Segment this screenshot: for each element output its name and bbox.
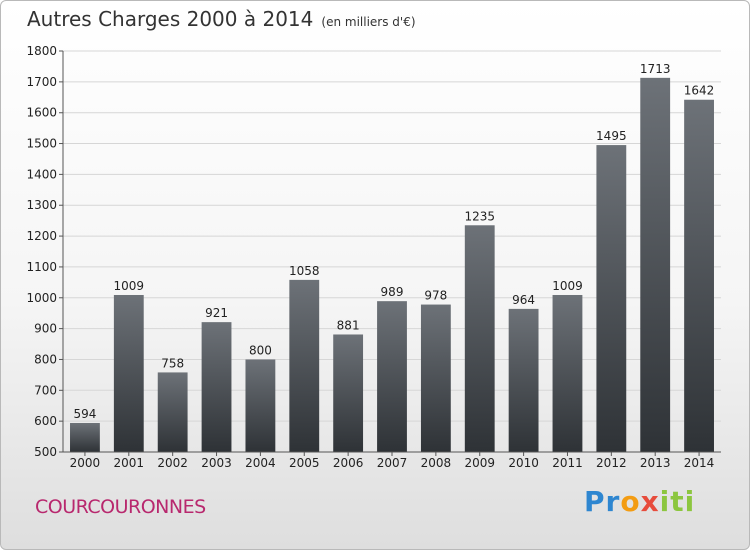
labels: 594 1009 758 921 800 1058 881 989 978 1235 964 1009…	[73, 62, 714, 421]
city-name: COURCOURONNES	[35, 496, 206, 518]
x-tick-label: 2009	[464, 456, 495, 470]
bar-2001	[113, 294, 144, 452]
data-label-2003: 921	[205, 306, 228, 320]
chart-title: Autres Charges 2000 à 2014 (en milliers d…	[27, 7, 416, 31]
bar-2012	[596, 145, 627, 453]
data-label-2004: 800	[249, 343, 272, 357]
data-label-2010: 964	[512, 293, 535, 307]
y-tick-label: 1400	[26, 167, 57, 181]
y-tick-label: 1600	[26, 106, 57, 120]
data-label-2011: 1009	[552, 279, 583, 293]
x-tick-label: 2000	[70, 456, 101, 470]
data-label-2009: 1235	[464, 209, 495, 223]
x-tick-label: 2007	[377, 456, 408, 470]
data-label-2002: 758	[161, 356, 184, 370]
y-tick-label: 1300	[26, 198, 57, 212]
bar-2004	[245, 359, 276, 452]
data-label-2000: 594	[73, 407, 96, 421]
x-tick-label: 2003	[201, 456, 232, 470]
bar-2008	[420, 304, 451, 452]
y-tick-label: 900	[34, 322, 57, 336]
y-tick-label: 1200	[26, 229, 57, 243]
data-label-2013: 1713	[640, 62, 671, 76]
proxiti-logo[interactable]: Proxiti	[584, 485, 695, 518]
bar-2005	[289, 279, 320, 452]
x-tick-label: 2012	[596, 456, 627, 470]
y-tick-label: 700	[34, 383, 57, 397]
data-label-2007: 989	[381, 285, 404, 299]
bar-2011	[552, 294, 583, 452]
x-tick-label: 2013	[640, 456, 671, 470]
y-tick-label: 800	[34, 352, 57, 366]
logo-letter: x	[640, 485, 660, 518]
title-text: Autres Charges 2000 à 2014	[27, 7, 314, 31]
y-tick-label: 1100	[26, 260, 57, 274]
bars	[70, 77, 714, 453]
data-label-2001: 1009	[114, 279, 145, 293]
x-tick-label: 2010	[508, 456, 539, 470]
bar-2010	[508, 308, 539, 452]
y-tick-label: 600	[34, 414, 57, 428]
x-tick-label: 2011	[552, 456, 583, 470]
x-tick-label: 2014	[684, 456, 715, 470]
bar-2007	[377, 301, 407, 452]
x-tick-label: 2002	[157, 456, 188, 470]
bar-2002	[157, 372, 188, 452]
logo-letter: P	[584, 485, 606, 518]
title-unit: (en milliers d'€)	[321, 15, 416, 29]
bar-2013	[640, 77, 671, 452]
data-label-2014: 1642	[684, 84, 715, 98]
data-label-2012: 1495	[596, 129, 627, 143]
data-label-2005: 1058	[289, 264, 320, 278]
y-tick-label: 1000	[26, 291, 57, 305]
x-tick-label: 2005	[289, 456, 320, 470]
bar-2009	[464, 225, 495, 452]
logo-letter: r	[605, 485, 621, 518]
y-tick-label: 1500	[26, 137, 57, 151]
logo-letter: o	[620, 485, 641, 518]
x-tick-label: 2008	[421, 456, 452, 470]
bar-2014	[684, 99, 714, 452]
logo-letter: i	[659, 485, 671, 518]
logo-letter: i	[684, 485, 696, 518]
y-tick-label: 1800	[26, 44, 57, 58]
bar-2003	[201, 322, 232, 452]
x-tick-label: 2004	[245, 456, 276, 470]
y-tick-label: 1700	[26, 75, 57, 89]
logo-letter: t	[670, 485, 685, 518]
y-tick-label: 500	[34, 445, 57, 459]
x-tick-label: 2001	[114, 456, 145, 470]
axes: 500 600 700 800 900 1000 1100 1200 1300 1400 1500 1…	[26, 44, 721, 470]
data-label-2008: 978	[424, 289, 447, 303]
bar-2000	[70, 423, 100, 452]
x-tick-label: 2006	[333, 456, 364, 470]
data-label-2006: 881	[337, 318, 360, 332]
bar-2006	[333, 334, 364, 452]
